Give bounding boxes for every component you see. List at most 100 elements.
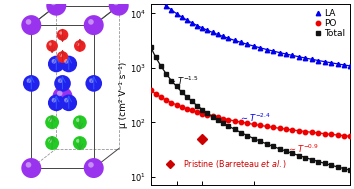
Total	[258, 140, 262, 142]
Total	[226, 125, 230, 127]
PO	[297, 130, 301, 132]
PO	[175, 104, 179, 106]
Circle shape	[27, 78, 31, 83]
LA	[329, 62, 333, 64]
Total	[169, 79, 173, 82]
Circle shape	[61, 56, 77, 72]
LA	[258, 47, 262, 49]
Circle shape	[46, 40, 58, 52]
Total	[316, 160, 320, 163]
Total	[205, 112, 210, 114]
Circle shape	[113, 0, 119, 5]
PO	[239, 121, 243, 123]
Line: PO: PO	[149, 88, 353, 139]
Text: $\sim T^{-2.4}$: $\sim T^{-2.4}$	[239, 111, 271, 124]
Circle shape	[73, 115, 87, 129]
PO	[316, 132, 320, 134]
Total	[232, 128, 236, 130]
PO	[232, 120, 236, 122]
Circle shape	[73, 136, 87, 150]
Total	[239, 131, 243, 134]
Total	[336, 166, 340, 168]
Circle shape	[21, 15, 41, 35]
Line: LA: LA	[149, 0, 353, 68]
Circle shape	[54, 75, 71, 92]
Total	[290, 152, 295, 155]
Circle shape	[59, 31, 63, 35]
Circle shape	[109, 0, 129, 16]
PO	[245, 122, 250, 124]
Total	[271, 145, 275, 148]
LA	[348, 65, 353, 67]
LA	[195, 24, 199, 27]
PO	[216, 116, 220, 119]
Circle shape	[76, 118, 80, 122]
LA	[226, 37, 230, 39]
PO	[205, 114, 210, 116]
Text: $\sim T^{-1.5}$: $\sim T^{-1.5}$	[167, 75, 199, 88]
LA	[221, 35, 225, 38]
LA	[169, 9, 173, 11]
Circle shape	[49, 43, 52, 46]
LA	[232, 39, 236, 42]
Text: Pristine (Barreteau $\it{et\ al.}$): Pristine (Barreteau $\it{et\ al.}$)	[183, 158, 287, 170]
LA	[303, 57, 308, 59]
PO	[169, 101, 173, 104]
Circle shape	[45, 136, 59, 150]
Circle shape	[51, 0, 56, 5]
PO	[290, 129, 295, 131]
LA	[264, 48, 269, 51]
Circle shape	[64, 98, 69, 102]
PO	[264, 125, 269, 128]
LA	[185, 19, 189, 21]
LA	[336, 63, 340, 65]
Circle shape	[64, 59, 69, 64]
Circle shape	[48, 56, 64, 72]
Circle shape	[88, 19, 94, 25]
PO	[271, 126, 275, 129]
PO	[322, 132, 327, 135]
Y-axis label: μ (cm² V⁻¹ s⁻¹): μ (cm² V⁻¹ s⁻¹)	[119, 61, 129, 128]
PO	[310, 131, 314, 133]
Circle shape	[48, 139, 52, 143]
Circle shape	[45, 115, 59, 129]
Total	[164, 73, 169, 75]
PO	[154, 93, 158, 95]
LA	[342, 64, 346, 66]
LA	[190, 22, 194, 24]
PO	[179, 106, 184, 108]
Circle shape	[76, 43, 80, 46]
Total	[284, 150, 288, 152]
Circle shape	[52, 87, 73, 107]
LA	[316, 59, 320, 62]
Circle shape	[89, 78, 94, 83]
Total	[221, 122, 225, 124]
Total	[322, 162, 327, 164]
Total	[195, 105, 199, 107]
Total	[310, 158, 314, 161]
Total	[264, 143, 269, 145]
Circle shape	[88, 162, 94, 168]
PO	[258, 124, 262, 127]
LA	[159, 0, 163, 2]
LA	[278, 51, 282, 54]
Circle shape	[76, 139, 80, 143]
Circle shape	[57, 51, 68, 63]
PO	[195, 111, 199, 113]
PO	[200, 112, 204, 115]
LA	[175, 12, 179, 15]
Total	[216, 119, 220, 121]
Total	[179, 91, 184, 93]
LA	[245, 43, 250, 45]
LA	[297, 56, 301, 58]
Circle shape	[48, 94, 64, 111]
PO	[284, 128, 288, 130]
LA	[322, 60, 327, 63]
Circle shape	[85, 75, 102, 92]
LA	[290, 54, 295, 57]
PO	[190, 109, 194, 112]
PO	[164, 99, 169, 101]
Total	[348, 169, 353, 171]
Circle shape	[21, 158, 41, 178]
PO	[336, 134, 340, 136]
